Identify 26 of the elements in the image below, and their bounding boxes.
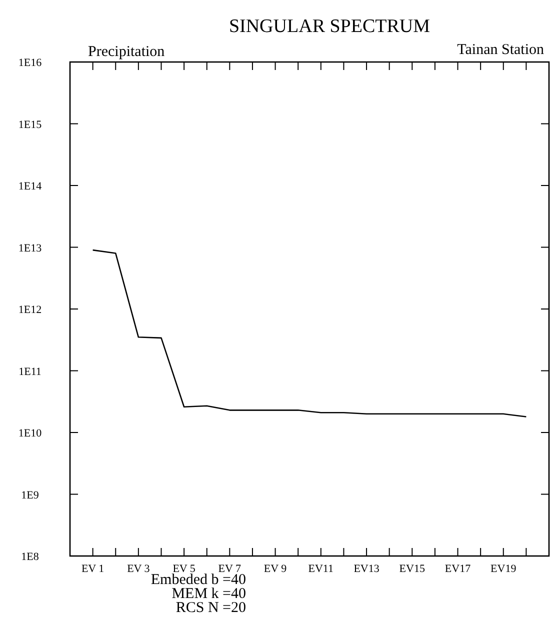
x-tick-label: EV 3: [127, 563, 150, 575]
text: RCS N =20: [176, 600, 246, 616]
y-tick-label: 1E13: [18, 242, 42, 254]
x-tick-label: EV13: [354, 563, 380, 575]
x-tick-label: EV15: [399, 563, 426, 575]
chart-title: SINGULAR SPECTRUM: [228, 16, 430, 37]
x-tick-label: EV11: [308, 563, 334, 575]
y-tick-label: 1E8: [21, 551, 40, 563]
y-tick-label: 1E12: [18, 304, 42, 316]
text: Embeded b =40: [150, 572, 246, 588]
x-tick-label: EV19: [490, 563, 517, 575]
y-tick-label: 1E11: [18, 366, 42, 378]
y-tick-label: 1E14: [18, 180, 42, 192]
y-tick-label: 1E10: [18, 428, 42, 440]
x-tick-label: EV 5: [172, 563, 196, 575]
y-tick-label: 1E9: [21, 489, 40, 502]
text: MEM k =40: [172, 586, 246, 602]
y-tick-label: 1E16: [18, 57, 42, 69]
y-tick-label: 1E15: [18, 118, 42, 131]
x-tick-label: EV 7: [218, 563, 242, 575]
text: Precipitation: [88, 44, 166, 60]
x-tick-label: EV17: [444, 563, 472, 575]
x-tick-label: EV 9: [264, 563, 288, 575]
line-series: [92, 249, 527, 418]
x-tick-label: EV 1: [81, 563, 104, 575]
text: Tainan Station: [457, 42, 544, 58]
